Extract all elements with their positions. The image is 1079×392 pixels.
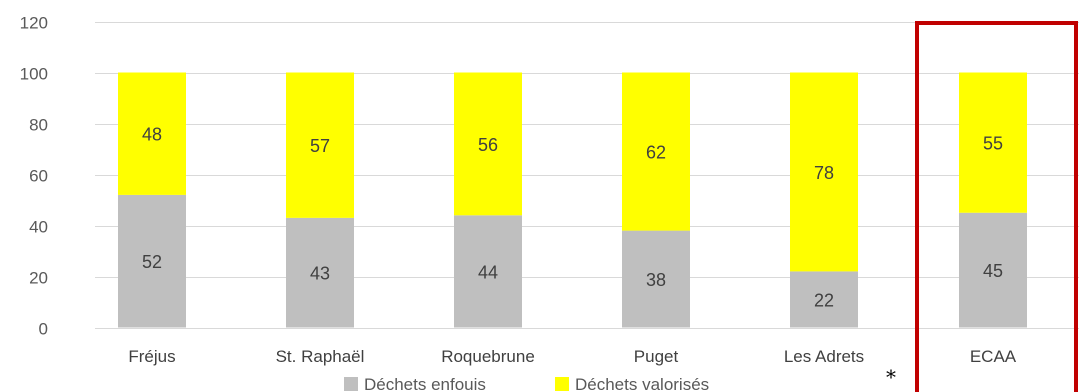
- data-label: 44: [478, 262, 498, 282]
- x-axis-categories: Fréjus St. Raphaël Roquebrune Puget Les Adre…: [128, 347, 1016, 366]
- bar-segment: [286, 217, 354, 328]
- bar-segment: [790, 72, 858, 272]
- bar-segment: [622, 230, 690, 328]
- y-tick-label: 80: [29, 116, 48, 135]
- y-axis-ticks: 0 20 40 60 80 100 120: [20, 14, 48, 339]
- category-label: St. Raphaël: [276, 347, 365, 366]
- category-label: Puget: [634, 347, 679, 366]
- data-label: 62: [646, 143, 666, 163]
- legend: Déchets enfouis Déchets valorisés: [344, 375, 709, 392]
- data-labels: 52 48 43 57 44 56 38 62 22 78 45 55: [142, 125, 1003, 311]
- category-label: Roquebrune: [441, 347, 535, 366]
- bar-segment: [454, 72, 522, 216]
- data-label: 56: [478, 135, 498, 155]
- category-label: ECAA: [970, 347, 1017, 366]
- bar-segment: [118, 194, 186, 328]
- data-label: 78: [814, 163, 834, 183]
- data-label: 52: [142, 252, 162, 272]
- bar-segment: [959, 212, 1027, 328]
- data-label: 45: [983, 261, 1003, 281]
- highlight-box: [915, 21, 1078, 392]
- legend-label: Déchets enfouis: [364, 375, 486, 392]
- data-label: 57: [310, 136, 330, 156]
- data-label: 55: [983, 134, 1003, 154]
- y-tick-label: 100: [20, 65, 48, 84]
- data-label: 38: [646, 270, 666, 290]
- bar-segment: [286, 72, 354, 218]
- bars: [118, 72, 1027, 328]
- bar-segment: [622, 72, 690, 231]
- gridlines: [95, 22, 1079, 329]
- highlight-frame: [915, 21, 1078, 392]
- data-label: 22: [814, 290, 834, 310]
- category-label: Les Adrets: [784, 347, 864, 366]
- y-tick-label: 0: [39, 320, 48, 339]
- y-tick-label: 40: [29, 218, 48, 237]
- legend-swatch: [555, 377, 569, 391]
- y-tick-label: 120: [20, 14, 48, 33]
- data-label: 43: [310, 264, 330, 284]
- bar-segment: [454, 215, 522, 328]
- bar-segment: [790, 271, 858, 328]
- footnote-asterisk: *: [886, 365, 896, 389]
- y-tick-label: 60: [29, 167, 48, 186]
- bar-segment: [959, 72, 1027, 213]
- category-label: Fréjus: [128, 347, 175, 366]
- y-tick-label: 20: [29, 269, 48, 288]
- legend-label: Déchets valorisés: [575, 375, 709, 392]
- legend-swatch: [344, 377, 358, 391]
- data-label: 48: [142, 125, 162, 145]
- bar-segment: [118, 72, 186, 195]
